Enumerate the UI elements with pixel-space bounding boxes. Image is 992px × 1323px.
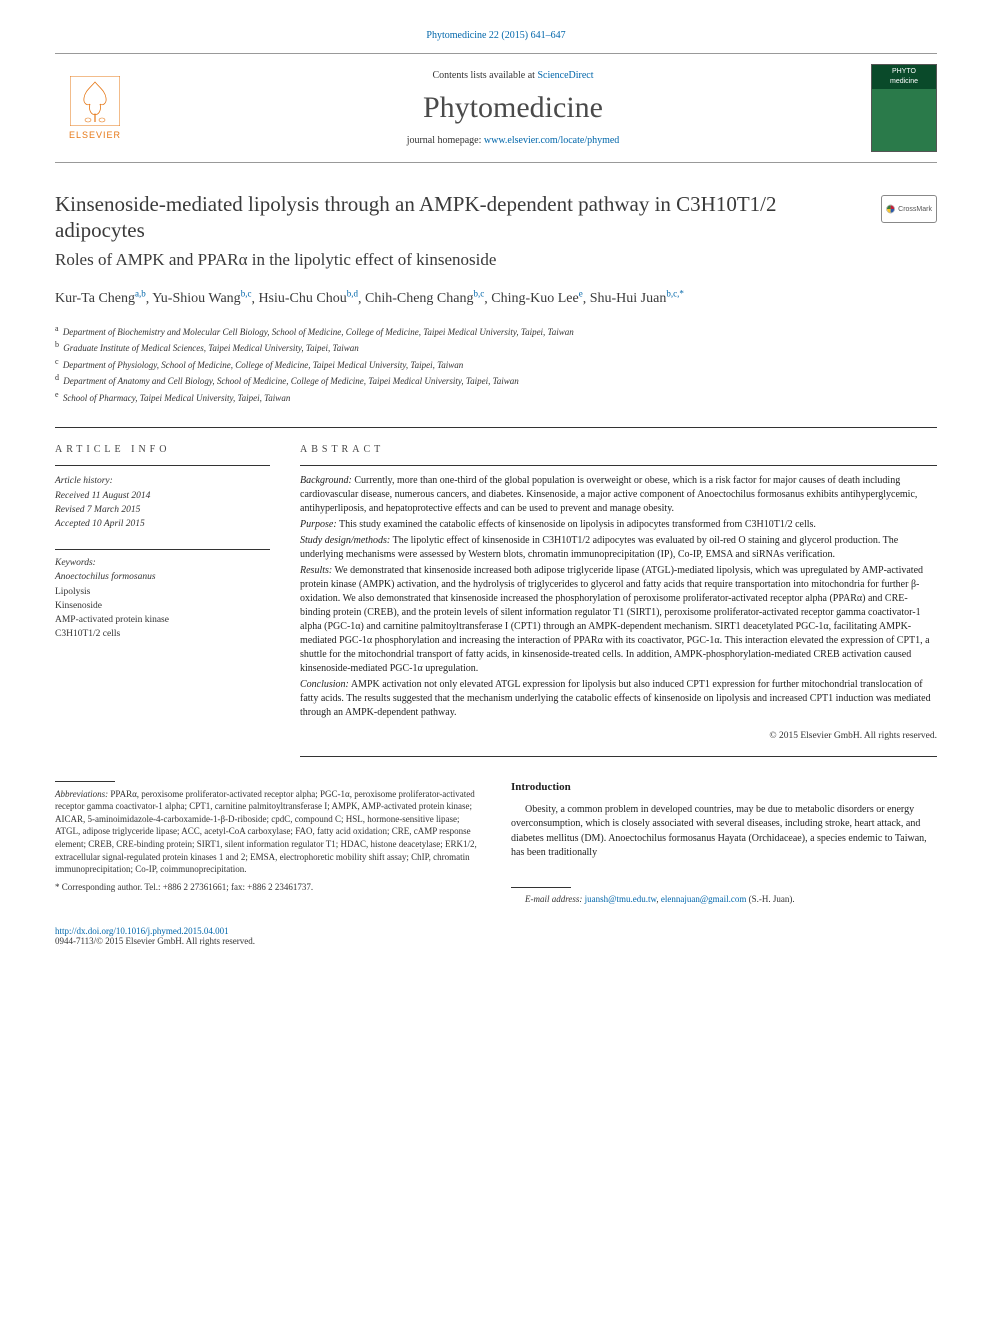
abstract-copyright: © 2015 Elsevier GmbH. All rights reserve…	[300, 730, 937, 743]
keyword: AMP-activated protein kinase	[55, 613, 270, 627]
citation-link[interactable]: Phytomedicine 22 (2015) 641–647	[55, 30, 937, 41]
journal-cover-thumb[interactable]: PHYTO medicine	[871, 64, 937, 152]
article-history: Article history: Received 11 August 2014…	[55, 474, 270, 531]
introduction-body: Obesity, a common problem in developed c…	[511, 803, 937, 861]
affiliation: b Graduate Institute of Medical Sciences…	[55, 339, 937, 356]
article-subtitle: Roles of AMPK and PPARα in the lipolytic…	[55, 250, 937, 270]
introduction-heading: Introduction	[511, 781, 937, 793]
author: Chih-Cheng Changb,c	[365, 291, 484, 306]
keyword: Kinsenoside	[55, 599, 270, 613]
crossmark-badge[interactable]: CrossMark	[881, 195, 937, 223]
keywords-list: Anoectochilus formosanusLipolysisKinseno…	[55, 570, 270, 641]
keyword: C3H10T1/2 cells	[55, 627, 270, 641]
crossmark-icon	[886, 200, 895, 218]
contents-line: Contents lists available at ScienceDirec…	[155, 70, 871, 81]
corresponding-author: * Corresponding author. Tel.: +886 2 273…	[55, 882, 481, 892]
article-info-heading: ARTICLE INFO	[55, 444, 270, 455]
article-title: Kinsenoside-mediated lipolysis through a…	[55, 191, 861, 244]
abstract-heading: ABSTRACT	[300, 444, 937, 455]
masthead: ELSEVIER Contents lists available at Sci…	[55, 53, 937, 163]
keyword: Anoectochilus formosanus	[55, 570, 270, 584]
affiliation: c Department of Physiology, School of Me…	[55, 356, 937, 373]
elsevier-tree-icon	[70, 76, 120, 126]
abbreviations: Abbreviations: PPARα, peroxisome prolife…	[55, 788, 481, 876]
affiliation: d Department of Anatomy and Cell Biology…	[55, 372, 937, 389]
sciencedirect-link[interactable]: ScienceDirect	[537, 70, 593, 81]
author: Kur-Ta Chenga,b	[55, 291, 146, 306]
affiliation-list: a Department of Biochemistry and Molecul…	[55, 323, 937, 406]
keywords-label: Keywords:	[55, 558, 270, 568]
journal-title: Phytomedicine	[155, 91, 871, 125]
footnote-rule	[511, 887, 571, 888]
author: Hsiu-Chu Choub,d	[258, 291, 358, 306]
doi-link[interactable]: http://dx.doi.org/10.1016/j.phymed.2015.…	[55, 926, 229, 936]
crossmark-label: CrossMark	[898, 206, 932, 213]
publisher-name: ELSEVIER	[69, 130, 121, 140]
divider	[55, 549, 270, 550]
author: Ching-Kuo Leee	[491, 291, 582, 306]
email-link-2[interactable]: elennajuan@gmail.com	[661, 894, 747, 904]
homepage-link[interactable]: www.elsevier.com/locate/phymed	[484, 135, 619, 146]
author-list: Kur-Ta Chenga,b, Yu-Shiou Wangb,c, Hsiu-…	[55, 288, 937, 309]
author: Yu-Shiou Wangb,c	[152, 291, 251, 306]
homepage-line: journal homepage: www.elsevier.com/locat…	[155, 135, 871, 146]
email-line: E-mail address: juansh@tmu.edu.tw, elenn…	[511, 894, 937, 904]
email-link-1[interactable]: juansh@tmu.edu.tw	[585, 894, 657, 904]
cover-label-1: PHYTO	[872, 65, 936, 75]
keyword: Lipolysis	[55, 585, 270, 599]
footer-rights: 0944-7113/© 2015 Elsevier GmbH. All righ…	[55, 936, 937, 946]
page-footer: http://dx.doi.org/10.1016/j.phymed.2015.…	[55, 926, 937, 946]
divider	[300, 465, 937, 466]
author: Shu-Hui Juanb,c,*	[590, 291, 684, 306]
publisher-logo[interactable]: ELSEVIER	[55, 68, 135, 148]
affiliation: e School of Pharmacy, Taipei Medical Uni…	[55, 389, 937, 406]
divider	[55, 465, 270, 466]
abstract-body: Background: Currently, more than one-thi…	[300, 474, 937, 756]
cover-label-2: medicine	[872, 75, 936, 85]
affiliation: a Department of Biochemistry and Molecul…	[55, 323, 937, 340]
footnote-rule	[55, 781, 115, 782]
